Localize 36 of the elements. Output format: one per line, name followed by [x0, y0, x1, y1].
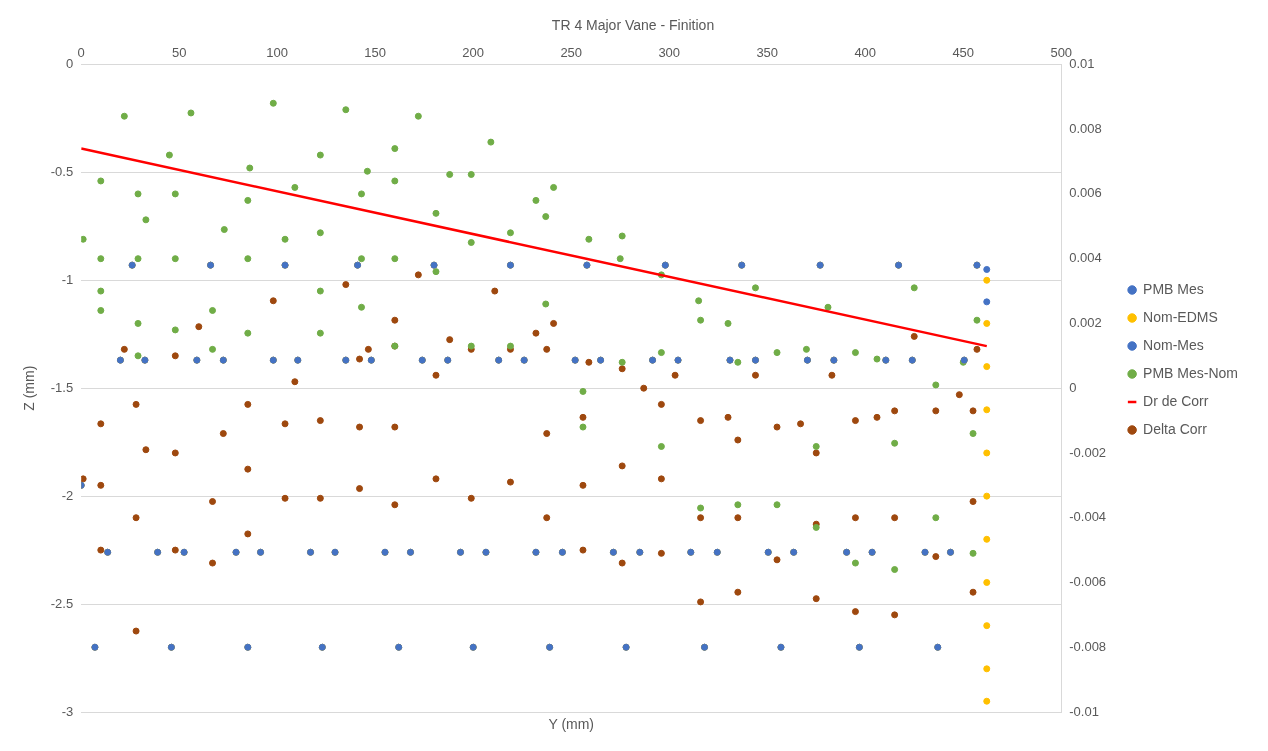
- y2-tick-label: -0.006: [1069, 574, 1107, 590]
- x-tick-label: 100: [266, 45, 289, 61]
- x-tick-label: 300: [658, 45, 681, 61]
- y2-tick-label: 0.002: [1069, 315, 1102, 331]
- legend-label: PMB Mes: [1143, 280, 1204, 297]
- y-tick-label: -3: [61, 703, 74, 719]
- y2-tick-label: -0.002: [1069, 444, 1107, 460]
- y2-tick-label: 0: [1069, 379, 1077, 395]
- legend-label: Nom-Mes: [1143, 336, 1204, 353]
- y-tick-label: -1.5: [50, 379, 74, 395]
- y-tick-label: 0: [65, 55, 74, 71]
- x-tick-label: 250: [560, 45, 583, 61]
- legend-label: Dr de Corr: [1143, 392, 1209, 409]
- x-tick-label: 350: [756, 45, 779, 61]
- legend-label: PMB Mes-Nom: [1143, 364, 1239, 381]
- y-tick-label: -1: [61, 271, 74, 287]
- y-tick-label: -0.5: [50, 163, 74, 179]
- y2-tick-label: -0.008: [1069, 638, 1107, 654]
- y2-tick-label: 0.006: [1069, 185, 1102, 201]
- y2-tick-label: -0.01: [1069, 703, 1099, 719]
- x-axis-title: Y (mm): [548, 715, 595, 732]
- x-tick-label: 200: [462, 45, 485, 61]
- y-tick-label: -2.5: [50, 595, 74, 611]
- legend-label: Nom-EDMS: [1143, 308, 1218, 325]
- y2-tick-label: 0.004: [1069, 250, 1102, 266]
- y-tick-label: -2: [61, 487, 74, 503]
- x-tick-label: 450: [952, 45, 975, 61]
- y2-tick-label: -0.004: [1069, 509, 1107, 525]
- y-axis-title: Z (mm): [21, 365, 38, 411]
- x-tick-label: 50: [171, 45, 187, 61]
- x-tick-label: 150: [364, 45, 387, 61]
- y2-tick-label: 0.008: [1069, 120, 1102, 136]
- chart-title: TR 4 Major Vane - Finition: [551, 17, 715, 34]
- legend-label: Delta Corr: [1143, 420, 1208, 437]
- x-tick-label: 400: [854, 45, 877, 61]
- x-tick-label: 0: [77, 45, 85, 61]
